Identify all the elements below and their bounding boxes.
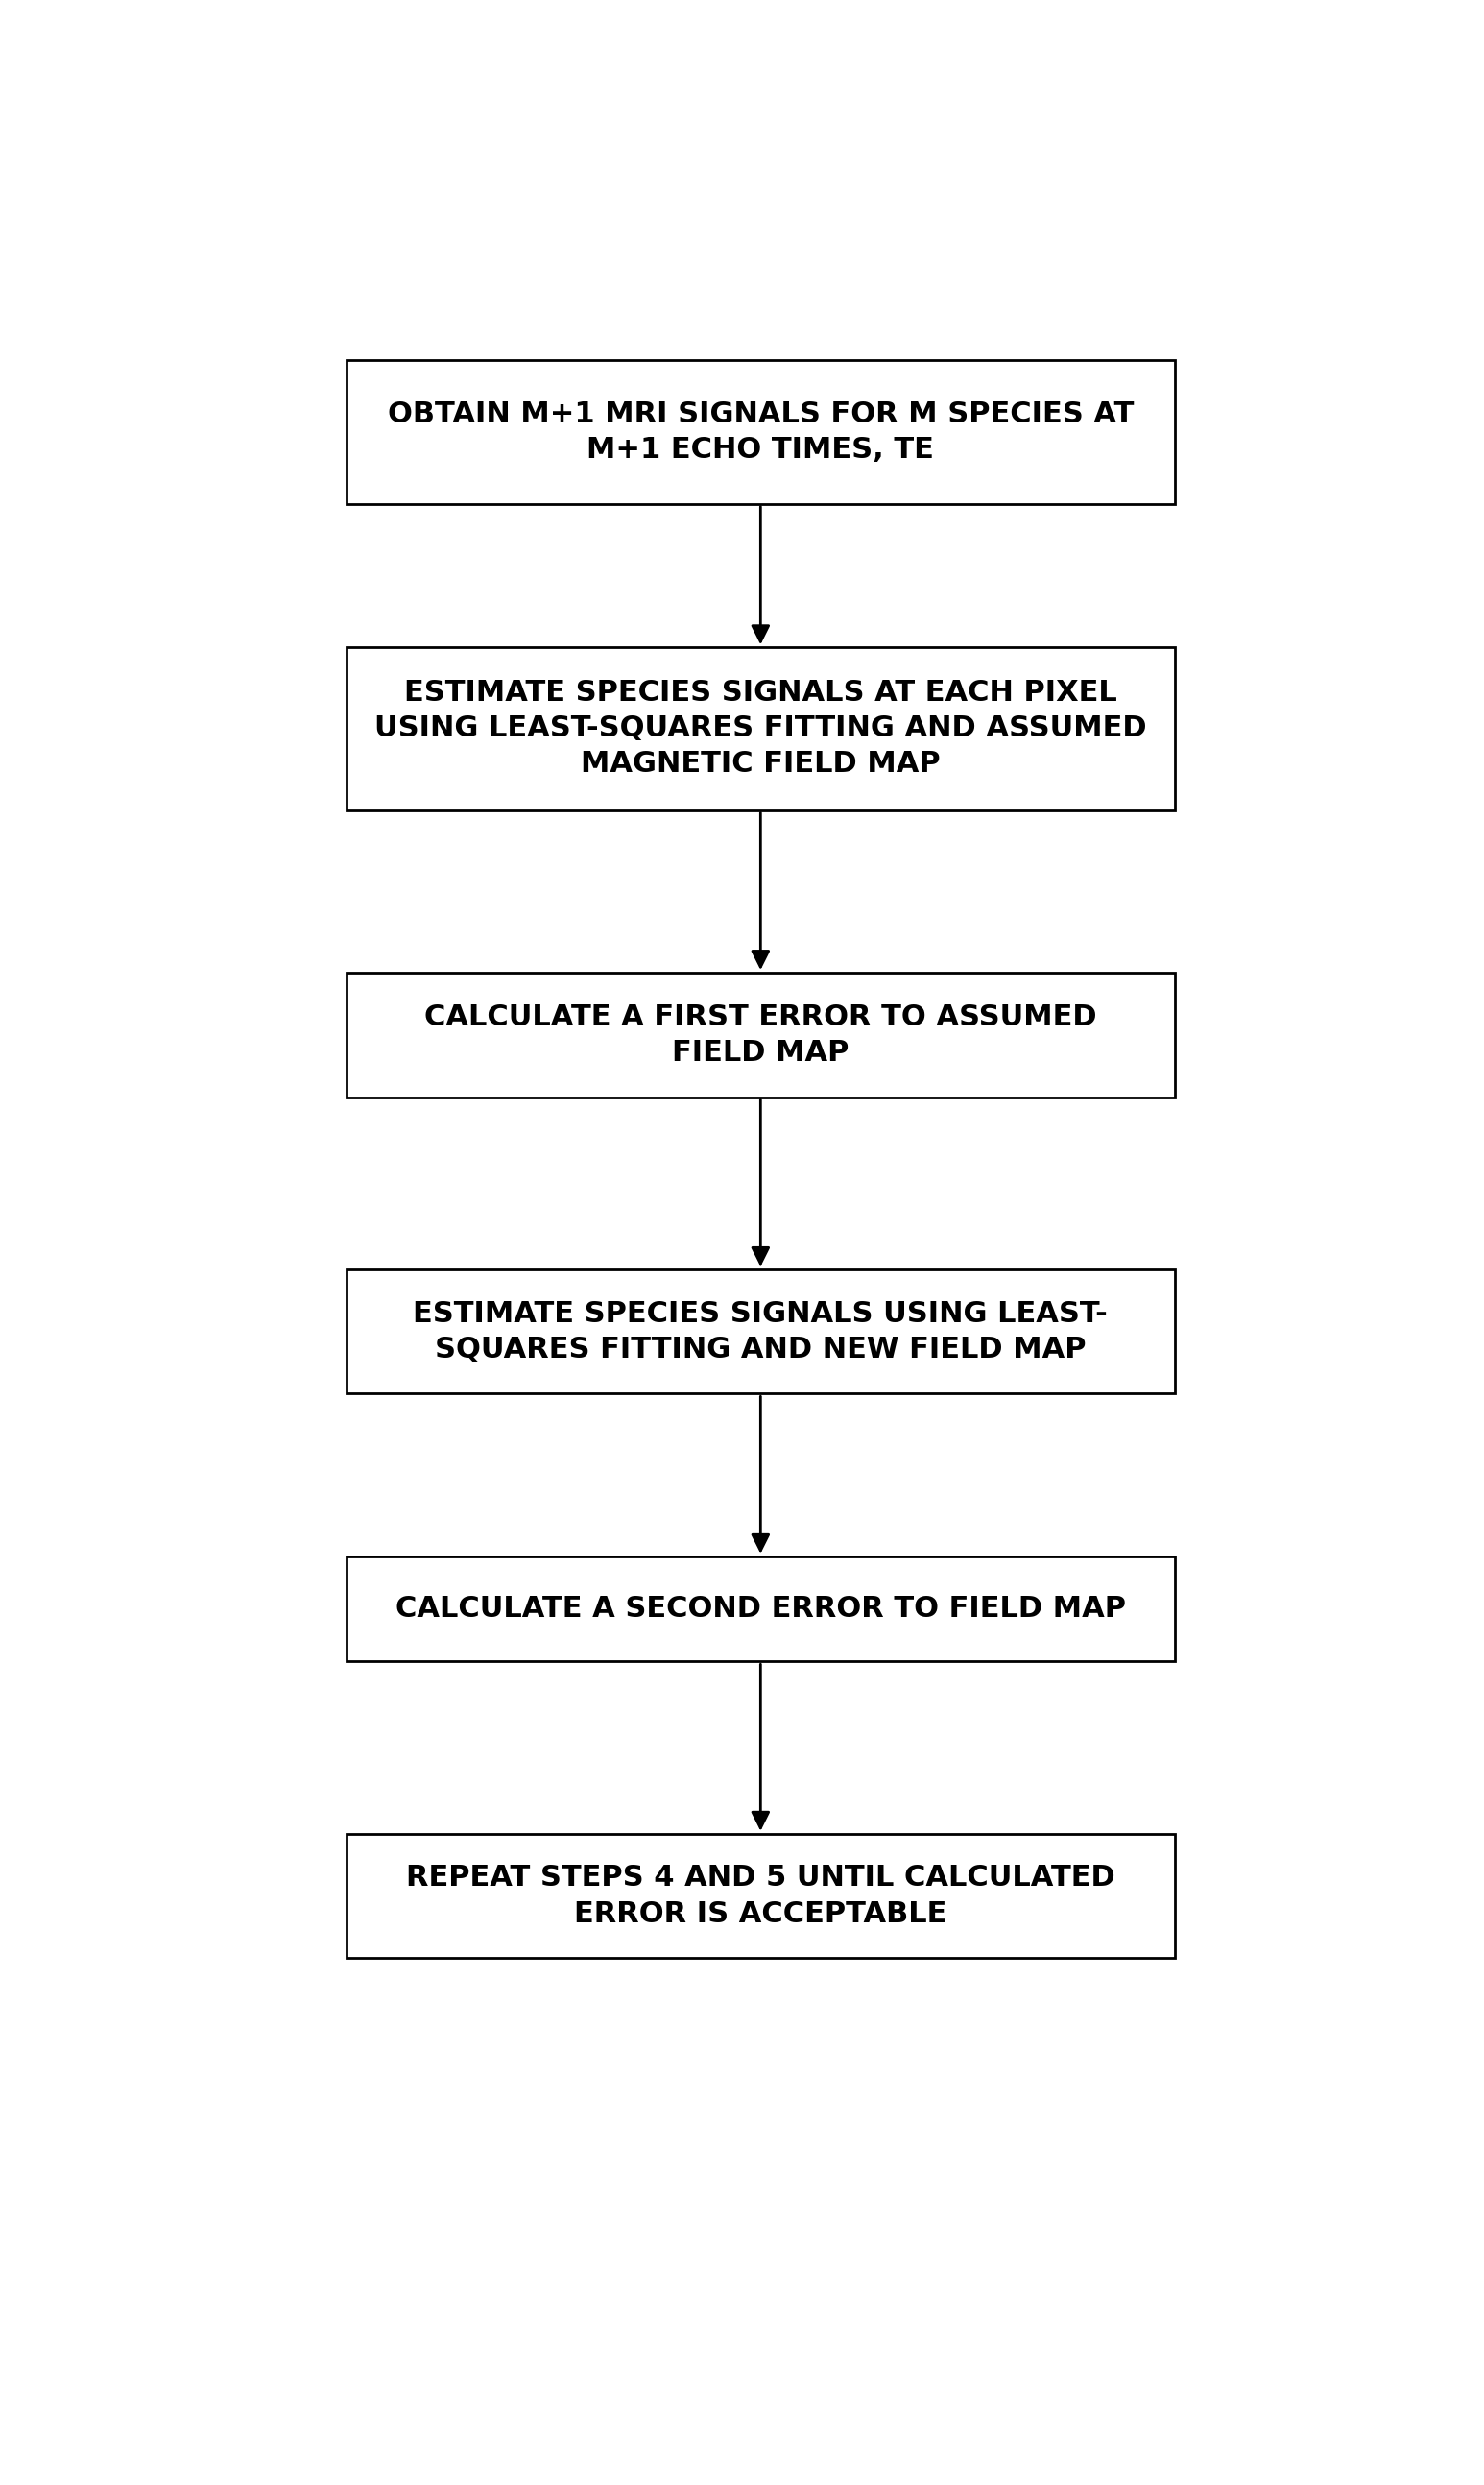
Bar — [347, 1834, 1175, 1958]
Text: CALCULATE A FIRST ERROR TO ASSUMED
FIELD MAP: CALCULATE A FIRST ERROR TO ASSUMED FIELD… — [424, 1004, 1097, 1066]
Bar — [347, 1270, 1175, 1394]
Bar — [347, 649, 1175, 810]
Text: ESTIMATE SPECIES SIGNALS AT EACH PIXEL
USING LEAST-SQUARES FITTING AND ASSUMED
M: ESTIMATE SPECIES SIGNALS AT EACH PIXEL U… — [374, 678, 1147, 778]
Text: CALCULATE A SECOND ERROR TO FIELD MAP: CALCULATE A SECOND ERROR TO FIELD MAP — [395, 1595, 1126, 1623]
Text: REPEAT STEPS 4 AND 5 UNTIL CALCULATED
ERROR IS ACCEPTABLE: REPEAT STEPS 4 AND 5 UNTIL CALCULATED ER… — [407, 1864, 1114, 1928]
Bar — [347, 972, 1175, 1096]
Text: OBTAIN M+1 MRI SIGNALS FOR M SPECIES AT
M+1 ECHO TIMES, TE: OBTAIN M+1 MRI SIGNALS FOR M SPECIES AT … — [387, 400, 1134, 465]
Text: ESTIMATE SPECIES SIGNALS USING LEAST-
SQUARES FITTING AND NEW FIELD MAP: ESTIMATE SPECIES SIGNALS USING LEAST- SQ… — [413, 1300, 1109, 1364]
Bar — [347, 1556, 1175, 1662]
Bar — [347, 360, 1175, 504]
